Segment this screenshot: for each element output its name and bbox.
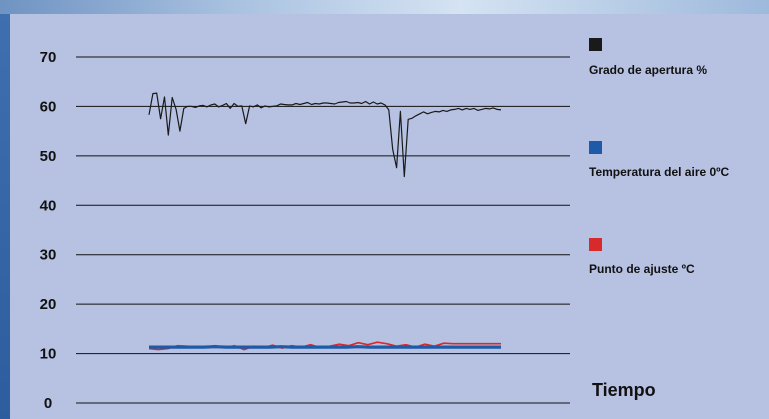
y-tick-label-10: 10 — [40, 346, 57, 363]
legend: Grado de apertura % Temperatura del aire… — [589, 38, 730, 276]
y-tick-label-50: 50 — [40, 148, 57, 165]
x-axis-title: Tiempo — [592, 380, 656, 400]
y-tick-label-30: 30 — [40, 247, 57, 264]
y-tick-label-20: 20 — [40, 296, 57, 313]
legend-swatch-temperatura — [589, 141, 602, 154]
background-sky — [0, 0, 769, 14]
legend-label-apertura: Grado de apertura % — [589, 63, 707, 77]
y-tick-label-60: 60 — [40, 98, 57, 115]
series-line-0 — [148, 92, 502, 178]
chart-panel — [10, 14, 769, 419]
series-lines — [148, 92, 502, 351]
y-tick-label-0: 0 — [44, 395, 52, 412]
y-tick-labels: 0 10 20 30 40 50 60 70 — [40, 49, 57, 412]
y-tick-label-40: 40 — [40, 197, 57, 214]
background-left-strip — [0, 14, 10, 419]
y-tick-label-70: 70 — [40, 49, 57, 66]
legend-label-punto-ajuste: Punto de ajuste ºC — [589, 262, 695, 276]
legend-swatch-punto-ajuste — [589, 238, 602, 251]
legend-label-temperatura: Temperatura del aire 0ºC — [589, 165, 730, 179]
legend-swatch-apertura — [589, 38, 602, 51]
